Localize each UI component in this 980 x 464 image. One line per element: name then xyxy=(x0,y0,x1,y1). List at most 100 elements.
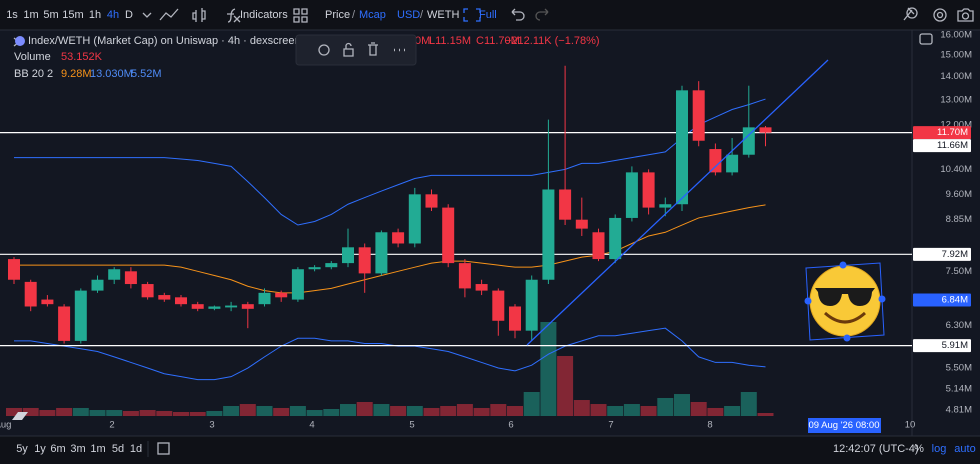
range[interactable]: 5d xyxy=(112,443,124,455)
usd-toggle[interactable]: USD xyxy=(397,9,420,21)
fx-icon[interactable] xyxy=(227,8,241,23)
ohlc: L11.15M xyxy=(429,35,471,47)
range[interactable]: 1y xyxy=(34,443,46,455)
settings-icon[interactable] xyxy=(933,8,947,22)
candle-body xyxy=(408,194,421,244)
delete-btn[interactable] xyxy=(368,42,378,56)
volume-bar xyxy=(139,410,156,416)
settings-btn[interactable] xyxy=(318,44,330,56)
emoji-sticker[interactable] xyxy=(804,261,886,342)
chart-type[interactable] xyxy=(192,8,206,22)
candle-body xyxy=(41,299,54,305)
candle-body xyxy=(208,306,221,309)
line-style[interactable] xyxy=(159,8,179,21)
ohlc: 0M xyxy=(415,35,430,47)
price-tag-label: 11.70M xyxy=(937,127,968,138)
candle-body xyxy=(225,305,238,308)
interval[interactable]: 1m xyxy=(23,9,38,21)
range[interactable]: 3m xyxy=(70,443,85,455)
candle-body xyxy=(442,207,455,264)
more-intervals[interactable] xyxy=(142,12,152,18)
volume-bar xyxy=(122,410,139,416)
interval[interactable]: 1h xyxy=(89,9,101,21)
y-tick-label: 13.00M xyxy=(940,94,972,105)
volume-bar xyxy=(674,394,690,416)
candle-body xyxy=(392,232,405,244)
x-tick-label: 2 xyxy=(109,420,114,431)
interval[interactable]: 15m xyxy=(62,9,83,21)
indicators[interactable]: Indicators xyxy=(240,9,288,21)
candle-body xyxy=(726,154,739,173)
time-axis: Aug 2 3 4 5 6 7 8 10 09 Aug '26 08:00 xyxy=(0,418,915,433)
interval[interactable]: 1s xyxy=(6,9,18,21)
candle-body xyxy=(742,127,755,155)
x-tick-label: 4 xyxy=(309,420,314,431)
volume-bar xyxy=(56,407,73,416)
plot xyxy=(0,65,912,416)
search-icon[interactable] xyxy=(906,7,918,19)
bb-lower-value: 5.52M xyxy=(131,68,162,80)
volume-bar xyxy=(239,404,256,416)
volume-bar xyxy=(590,404,607,416)
volume-bar xyxy=(440,406,457,416)
volume-bar xyxy=(89,410,106,416)
trend-line[interactable] xyxy=(526,59,829,346)
range[interactable]: 6m xyxy=(50,443,65,455)
candle-body xyxy=(425,194,438,208)
y-tick-label: 15.00M xyxy=(940,50,972,61)
mcap-toggle[interactable]: Mcap xyxy=(359,9,386,21)
layout-icon[interactable] xyxy=(293,8,308,23)
undo[interactable] xyxy=(511,8,525,21)
volume-bar xyxy=(507,406,523,416)
x-tick-label: 6 xyxy=(508,420,513,431)
y-tick-label: 16.00M xyxy=(940,30,972,41)
interval[interactable]: 5m xyxy=(43,9,58,21)
volume-bar xyxy=(573,400,590,416)
weth-toggle[interactable]: WETH xyxy=(427,9,459,21)
price-axis xyxy=(912,30,980,436)
interval[interactable]: D xyxy=(125,9,133,21)
snapshot-icon[interactable] xyxy=(957,8,974,22)
volume-bar xyxy=(523,391,540,416)
lock-btn[interactable] xyxy=(343,42,354,57)
price-tag-label: 7.92M xyxy=(942,249,968,260)
lens xyxy=(961,12,970,20)
bb-lower xyxy=(14,327,766,381)
percent-toggle[interactable]: % xyxy=(914,443,924,455)
candle-body xyxy=(308,267,321,270)
volume-bar xyxy=(6,407,22,416)
volume-bar xyxy=(690,401,707,416)
volume-bar xyxy=(707,407,724,416)
candle-body xyxy=(175,297,187,305)
price-tag xyxy=(913,126,971,140)
full-icon[interactable] xyxy=(463,8,481,22)
range[interactable]: 1m xyxy=(90,443,105,455)
candle-body xyxy=(241,304,254,309)
ohlc: −212.11K (−1.78%) xyxy=(505,35,600,47)
x-tick-label: 8 xyxy=(707,420,712,431)
calendar[interactable] xyxy=(157,442,170,455)
price-toggle[interactable]: Price xyxy=(325,9,350,21)
volume-bar xyxy=(640,406,657,416)
range[interactable]: 5y xyxy=(16,443,28,455)
interval-active[interactable]: 4h xyxy=(107,9,119,21)
candle-body xyxy=(375,232,388,274)
volume-bar xyxy=(189,411,206,416)
volume-bar xyxy=(740,391,757,416)
range[interactable]: 1d xyxy=(130,443,142,455)
full-toggle[interactable]: Full xyxy=(479,9,497,21)
auto-toggle[interactable]: auto xyxy=(954,443,975,455)
log-toggle[interactable]: log xyxy=(932,443,947,455)
candle-body xyxy=(659,204,672,208)
redo[interactable] xyxy=(535,8,549,21)
price-tag xyxy=(913,339,971,353)
candle-body xyxy=(108,269,121,280)
candle-body xyxy=(759,127,772,133)
axis-toggle[interactable] xyxy=(919,33,933,45)
volume-bar xyxy=(256,406,273,416)
candle-body xyxy=(74,290,87,341)
volume-bar xyxy=(657,397,674,416)
y-tick-label: 6.30M xyxy=(946,320,972,331)
volume-bar xyxy=(39,410,56,416)
